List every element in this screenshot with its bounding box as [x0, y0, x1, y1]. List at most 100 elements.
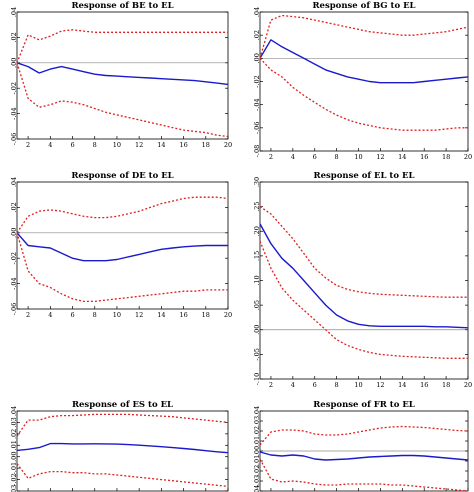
x-tick-label: 4 — [291, 381, 295, 389]
panel-title: Response of BG to EL — [312, 1, 415, 11]
y-tick-label: .01 — [253, 436, 261, 446]
response-line — [16, 442, 229, 454]
y-tick-label: .02 — [253, 426, 261, 436]
panel-title: Response of EL to EL — [314, 171, 415, 181]
upper-band-line — [16, 196, 229, 234]
x-tick-label: 10 — [354, 381, 362, 389]
x-tick-label: 16 — [420, 153, 428, 161]
x-tick-label: 14 — [157, 311, 165, 319]
y-tick-label: -.04 — [253, 485, 261, 492]
y-tick-label: .00 — [10, 452, 18, 462]
panel-response-of-de-to-el: Response of DE to EL .04 .02 .00 -.02 -.04 -.0… — [10, 171, 232, 319]
y-tick-label: -.03 — [253, 475, 261, 488]
panel-response-of-be-to-el: Response of BE to EL .04 .02 .00 -.02 -.04 -.0… — [10, 1, 232, 149]
x-tick-label: 14 — [398, 153, 406, 161]
y-tick-label: .02 — [10, 202, 18, 212]
y-tick-label: -.04 — [10, 277, 18, 290]
x-tick-label: 20 — [464, 381, 472, 389]
y-tick-label: .00 — [253, 446, 261, 456]
lower-band-line — [16, 62, 229, 138]
upper-band-line — [259, 425, 469, 446]
x-tick-label: 6 — [313, 153, 317, 161]
x-tick-label: 16 — [179, 141, 187, 149]
x-tick-label: 6 — [313, 381, 317, 389]
y-tick-label: -.04 — [253, 98, 261, 111]
x-tick-label: 8 — [93, 311, 97, 319]
y-tick-label: .00 — [253, 325, 261, 335]
lower-band-line — [16, 232, 228, 303]
panel-title: Response of ES to EL — [72, 400, 173, 410]
x-tick-label: 10 — [113, 141, 121, 149]
response-line — [259, 39, 469, 84]
x-tick-label: 12 — [135, 141, 143, 149]
y-tick-label: .02 — [10, 429, 18, 439]
panel-title: Response of FR to EL — [313, 400, 415, 410]
response-line — [16, 232, 228, 262]
x-tick-label: 14 — [157, 141, 165, 149]
x-tick-label: 16 — [179, 311, 187, 319]
x-tick-label: 2 — [269, 381, 273, 389]
plot-frame — [259, 181, 469, 380]
x-tick-label: 2 — [26, 141, 30, 149]
y-tick-label: .04 — [253, 7, 261, 17]
y-tick-label: -.02 — [10, 252, 18, 265]
y-tick-label: .03 — [253, 416, 261, 426]
x-tick-label: 12 — [376, 153, 384, 161]
lower-band-line — [259, 458, 469, 492]
y-tick-label: .10 — [253, 275, 261, 285]
y-tick-label: -.02 — [10, 473, 18, 486]
x-tick-label: 8 — [335, 153, 339, 161]
x-tick-label: 12 — [135, 311, 143, 319]
x-tick-label: 2 — [269, 153, 273, 161]
x-tick-label: 10 — [113, 311, 121, 319]
y-tick-label: .04 — [10, 177, 18, 187]
x-tick-label: 10 — [354, 153, 362, 161]
x-tick-label: 18 — [442, 153, 450, 161]
upper-band-line — [16, 413, 229, 437]
x-tick-label: 18 — [202, 141, 210, 149]
y-tick-label: -.04 — [10, 107, 18, 120]
upper-band-line — [259, 14, 469, 59]
response-line — [259, 451, 469, 461]
x-tick-label: 8 — [93, 141, 97, 149]
y-tick-label: .05 — [253, 300, 261, 310]
response-line — [259, 223, 469, 329]
lower-band-line — [259, 240, 468, 359]
y-tick-label: .00 — [10, 228, 18, 238]
upper-band-line — [16, 29, 228, 64]
y-tick-label: .30 — [253, 177, 261, 187]
x-tick-label: 12 — [376, 381, 384, 389]
y-tick-label: .00 — [253, 53, 261, 63]
y-tick-label: -.05 — [253, 348, 261, 361]
x-tick-label: 4 — [48, 141, 52, 149]
plot-frame — [16, 410, 229, 492]
y-tick-label: -.02 — [253, 465, 261, 478]
y-tick-label: -.02 — [253, 75, 261, 88]
panel-response-of-el-to-el: Response of EL to EL .30 .25 .20 .15 .10 .05 .0… — [253, 171, 472, 389]
y-tick-label: .20 — [253, 226, 261, 236]
x-tick-label: 6 — [70, 141, 74, 149]
y-tick-label: .01 — [10, 440, 18, 450]
y-tick-label: .03 — [10, 417, 18, 427]
y-tick-label: .04 — [10, 406, 18, 416]
x-tick-label: 20 — [224, 141, 232, 149]
response-line — [16, 62, 229, 86]
x-tick-label: 18 — [442, 381, 450, 389]
lower-band-line — [259, 57, 468, 131]
x-tick-label: 18 — [202, 311, 210, 319]
panel-title: Response of DE to EL — [71, 171, 173, 181]
y-tick-label: -.06 — [10, 133, 18, 146]
y-tick-label: .15 — [253, 251, 261, 261]
y-tick-label: -.06 — [10, 303, 18, 316]
y-tick-label: -.01 — [10, 462, 18, 475]
y-tick-label: .02 — [10, 32, 18, 42]
panel-response-of-bg-to-el: Response of BG to EL .04 .02 .00 -.02 -.04 -.0… — [253, 1, 472, 161]
y-tick-label: .02 — [253, 30, 261, 40]
x-tick-label: 4 — [48, 311, 52, 319]
y-tick-label: -.10 — [253, 373, 261, 386]
x-tick-label: 2 — [26, 311, 30, 319]
panel-response-of-fr-to-el: Response of FR to EL.04.03.02.01.00-.01-… — [253, 400, 469, 492]
plot-frame — [16, 11, 229, 140]
x-tick-label: 16 — [420, 381, 428, 389]
